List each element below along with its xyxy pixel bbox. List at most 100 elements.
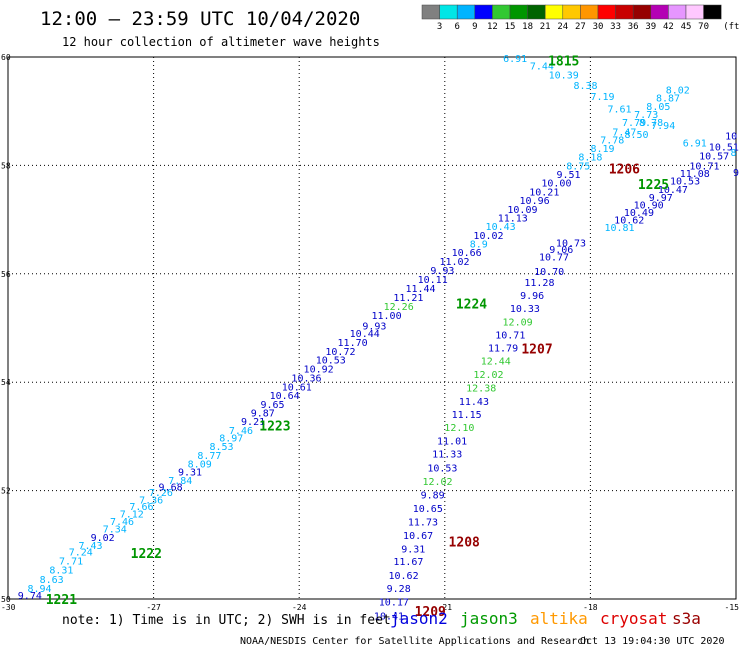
- wave-height-label: 10.57: [699, 152, 729, 163]
- wave-height-label: 7.34: [103, 525, 127, 536]
- legend-swatch: [685, 4, 704, 20]
- legend-label: 70: [698, 22, 709, 32]
- wave-height-label: 10.72: [325, 347, 355, 358]
- wave-height-label: 10.53: [316, 355, 346, 366]
- wave-height-label: 9.31: [401, 545, 425, 556]
- legend-label: 33: [610, 22, 621, 32]
- wave-height-label: 10.09: [507, 205, 537, 216]
- wave-height-label: 7.19: [590, 92, 614, 103]
- wave-height-label: 7.36: [139, 495, 163, 506]
- wave-height-label: 7.44: [530, 62, 554, 73]
- plot-frame: [7, 56, 737, 600]
- wave-height-label: 9.74: [18, 591, 42, 602]
- wave-height-label: 11.00: [372, 311, 402, 322]
- wave-height-label: 10.81: [604, 223, 634, 234]
- wave-height-label: 11.13: [498, 213, 528, 224]
- legend-label: 18: [522, 22, 533, 32]
- wave-height-label: 9.68: [159, 482, 183, 493]
- wave-height-label: 10.53: [670, 177, 700, 188]
- wave-height-label: 8.02: [666, 86, 690, 97]
- wave-height-label: 8.97: [219, 433, 243, 444]
- wave-height-label: 9.89: [421, 490, 445, 501]
- pass-time-label: 1223: [259, 420, 290, 435]
- legend-label: 42: [663, 22, 674, 32]
- wave-height-label: 10.77: [539, 252, 569, 263]
- wave-height-label: 8.75: [566, 161, 590, 172]
- legend-swatch: [703, 4, 722, 20]
- wave-height-label: 10.64: [270, 391, 300, 402]
- legend-label: 9: [472, 22, 477, 32]
- wave-height-label: 8.87: [656, 94, 680, 105]
- wave-height-label: 11.33: [432, 450, 462, 461]
- legend-swatch: [544, 4, 564, 20]
- wave-height-label: 10.96: [520, 196, 550, 207]
- pass-time-label: 1208: [449, 536, 480, 551]
- satellite-jason3: jason3: [460, 609, 518, 628]
- wave-height-label: 10.51: [709, 142, 739, 153]
- satellite-altika: altika: [530, 609, 588, 628]
- legend-label: 39: [645, 22, 656, 32]
- wave-height-label: 8.09: [188, 460, 212, 471]
- legend-label: 21: [540, 22, 551, 32]
- wave-height-label: 7.73: [634, 110, 658, 121]
- pass-time-label: 1221: [46, 593, 77, 608]
- legend-swatch: [597, 4, 616, 20]
- wave-height-label: 10.71: [689, 161, 719, 172]
- wave-height-label: 8.38: [573, 81, 597, 92]
- wave-height-label: 10.65: [413, 504, 443, 515]
- wave-height-label: 9.28: [387, 584, 411, 595]
- wave-height-label: 7.84: [168, 476, 192, 487]
- credit-text: NOAA/NESDIS Center for Satellite Applica…: [240, 636, 589, 647]
- x-tick-label: -18: [583, 603, 598, 612]
- wave-height-label: 10.61: [282, 383, 312, 394]
- pass-time-label: 1207: [521, 343, 552, 358]
- wave-height-label: 10.62: [388, 571, 418, 582]
- wave-height-label: 10.92: [304, 365, 334, 376]
- footer-note: note: 1) Time is in UTC; 2) SWH is in fe…: [62, 613, 391, 628]
- legend-swatch: [421, 4, 440, 20]
- y-tick-label: 52: [1, 487, 11, 496]
- wave-height-label: 8.05: [646, 102, 670, 113]
- legend-label: 12: [487, 22, 498, 32]
- wave-height-label: 12.02: [473, 370, 503, 381]
- wave-height-label: 9.87: [251, 409, 275, 420]
- legend-swatch: [650, 4, 669, 20]
- wave-height-label: 7.79: [622, 118, 646, 129]
- wave-height-label: 11.15: [452, 410, 482, 421]
- wave-height-label: 10.53: [427, 463, 457, 474]
- legend-swatch: [527, 4, 546, 20]
- wave-height-label: 10.43: [486, 222, 516, 233]
- legend-swatch: [668, 4, 687, 20]
- wave-height-label: 9.93: [362, 321, 386, 332]
- wave-height-label: 9: [733, 168, 739, 179]
- map-title: 12:00 – 23:59 UTC 10/04/2020: [40, 8, 360, 30]
- pass-time-label: 1209: [415, 605, 446, 620]
- wave-height-label: 11.79: [488, 344, 518, 355]
- wave-height-label: 10.90: [634, 200, 664, 211]
- satellite-s3a: s3a: [672, 609, 701, 628]
- wave-height-label: 11.21: [393, 293, 423, 304]
- satellite-legend: jason2 jason3 altika cryosat s3a: [390, 609, 701, 628]
- legend-label: 15: [505, 22, 516, 32]
- wave-height-label: 10.39: [549, 70, 579, 81]
- y-tick-label: 56: [1, 270, 11, 279]
- wave-height-label: 12.26: [384, 302, 414, 313]
- wave-height-label: 7.94: [651, 121, 675, 132]
- pass-time-label: 1815: [548, 54, 579, 69]
- wave-height-label: 11.67: [393, 557, 423, 568]
- legend-swatch: [474, 4, 493, 20]
- wave-height-label: 7.43: [78, 541, 102, 552]
- wave-height-label: 10.11: [418, 275, 448, 286]
- pass-time-label: 1224: [456, 298, 487, 313]
- x-tick-labels: -30 -27 -24 -21 -18 -15: [1, 603, 739, 612]
- legend-swatch: [580, 4, 599, 20]
- wave-height-label: 10.36: [291, 373, 321, 384]
- legend-label: 36: [628, 22, 639, 32]
- pass-time-labels: 1221 1222 1223 1224 1225 1815 1206 1207 1208 1209: [46, 54, 669, 620]
- wave-height-label: 10.49: [624, 208, 654, 219]
- wave-height-label: 12.10: [444, 423, 474, 434]
- wave-height-label: 11.28: [524, 278, 554, 289]
- wave-height-label: 7.78: [600, 135, 624, 146]
